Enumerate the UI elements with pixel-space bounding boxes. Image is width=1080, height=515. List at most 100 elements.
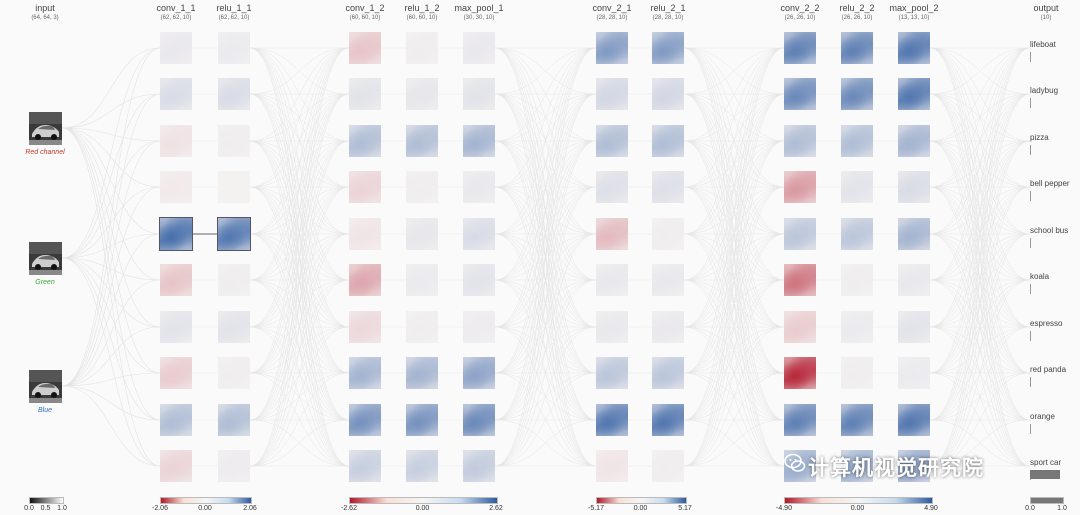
feature-map-tile[interactable] (841, 357, 873, 389)
feature-map-tile[interactable] (652, 450, 684, 482)
feature-map-tile[interactable] (218, 357, 250, 389)
feature-map-tile[interactable] (160, 171, 192, 203)
feature-map-tile[interactable] (596, 450, 628, 482)
feature-map-tile[interactable] (463, 125, 495, 157)
feature-map-tile[interactable] (652, 311, 684, 343)
feature-map-tile[interactable] (841, 171, 873, 203)
output-class-label[interactable]: pizza (1030, 133, 1049, 142)
feature-map-tile[interactable] (406, 264, 438, 296)
feature-map-tile[interactable] (349, 450, 381, 482)
feature-map-tile[interactable] (160, 357, 192, 389)
feature-map-tile[interactable] (406, 311, 438, 343)
feature-map-tile[interactable] (463, 357, 495, 389)
feature-map-tile[interactable] (652, 171, 684, 203)
feature-map-tile[interactable] (463, 78, 495, 110)
feature-map-tile[interactable] (406, 78, 438, 110)
feature-map-tile[interactable] (349, 218, 381, 250)
feature-map-tile[interactable] (784, 125, 816, 157)
feature-map-tile[interactable] (898, 404, 930, 436)
feature-map-tile[interactable] (349, 171, 381, 203)
feature-map-tile[interactable] (349, 311, 381, 343)
feature-map-tile[interactable] (596, 264, 628, 296)
feature-map-tile[interactable] (898, 32, 930, 64)
output-class-label[interactable]: sport car (1030, 458, 1062, 467)
feature-map-tile[interactable] (898, 357, 930, 389)
feature-map-tile[interactable] (898, 78, 930, 110)
input-channel-image[interactable] (29, 242, 62, 275)
feature-map-tile[interactable] (652, 264, 684, 296)
feature-map-tile[interactable] (218, 32, 250, 64)
feature-map-tile[interactable] (160, 404, 192, 436)
feature-map-tile[interactable] (596, 311, 628, 343)
feature-map-tile[interactable] (406, 171, 438, 203)
feature-map-tile[interactable] (652, 125, 684, 157)
feature-map-tile[interactable] (463, 32, 495, 64)
feature-map-tile[interactable] (784, 32, 816, 64)
feature-map-tile[interactable] (160, 264, 192, 296)
feature-map-tile[interactable] (218, 171, 250, 203)
feature-map-tile[interactable] (406, 218, 438, 250)
feature-map-tile[interactable] (596, 171, 628, 203)
input-channel-image[interactable] (29, 370, 62, 403)
feature-map-tile[interactable] (406, 450, 438, 482)
feature-map-tile[interactable] (841, 404, 873, 436)
feature-map-tile[interactable] (218, 450, 250, 482)
feature-map-tile[interactable] (159, 217, 193, 251)
feature-map-tile[interactable] (349, 32, 381, 64)
feature-map-tile[interactable] (898, 450, 930, 482)
feature-map-tile[interactable] (218, 264, 250, 296)
feature-map-tile[interactable] (463, 450, 495, 482)
feature-map-tile[interactable] (406, 404, 438, 436)
feature-map-tile[interactable] (160, 125, 192, 157)
feature-map-tile[interactable] (652, 404, 684, 436)
feature-map-tile[interactable] (898, 171, 930, 203)
feature-map-tile[interactable] (596, 404, 628, 436)
output-class-label[interactable]: espresso (1030, 319, 1063, 328)
output-class-label[interactable]: orange (1030, 412, 1055, 421)
feature-map-tile[interactable] (596, 218, 628, 250)
feature-map-tile[interactable] (652, 218, 684, 250)
feature-map-tile[interactable] (841, 450, 873, 482)
feature-map-tile[interactable] (784, 218, 816, 250)
feature-map-tile[interactable] (652, 357, 684, 389)
feature-map-tile[interactable] (218, 125, 250, 157)
feature-map-tile[interactable] (160, 450, 192, 482)
feature-map-tile[interactable] (463, 404, 495, 436)
feature-map-tile[interactable] (349, 264, 381, 296)
feature-map-tile[interactable] (784, 264, 816, 296)
output-class-label[interactable]: school bus (1030, 226, 1069, 235)
feature-map-tile[interactable] (349, 404, 381, 436)
feature-map-tile[interactable] (463, 311, 495, 343)
feature-map-tile[interactable] (841, 125, 873, 157)
output-class-label[interactable]: red panda (1030, 365, 1067, 374)
feature-map-tile[interactable] (841, 311, 873, 343)
feature-map-tile[interactable] (349, 78, 381, 110)
feature-map-tile[interactable] (841, 264, 873, 296)
feature-map-tile[interactable] (596, 32, 628, 64)
output-class-label[interactable]: koala (1030, 272, 1050, 281)
feature-map-tile[interactable] (349, 125, 381, 157)
feature-map-tile[interactable] (160, 32, 192, 64)
feature-map-tile[interactable] (160, 78, 192, 110)
feature-map-tile[interactable] (596, 78, 628, 110)
feature-map-tile[interactable] (652, 78, 684, 110)
feature-map-tile[interactable] (463, 171, 495, 203)
output-class-label[interactable]: ladybug (1030, 86, 1059, 95)
feature-map-tile[interactable] (898, 311, 930, 343)
feature-map-tile[interactable] (406, 125, 438, 157)
feature-map-tile[interactable] (898, 218, 930, 250)
feature-map-tile[interactable] (841, 78, 873, 110)
feature-map-tile[interactable] (406, 32, 438, 64)
feature-map-tile[interactable] (160, 311, 192, 343)
feature-map-tile[interactable] (217, 217, 251, 251)
input-channel-image[interactable] (29, 112, 62, 145)
feature-map-tile[interactable] (218, 311, 250, 343)
feature-map-tile[interactable] (349, 357, 381, 389)
feature-map-tile[interactable] (652, 32, 684, 64)
feature-map-tile[interactable] (784, 171, 816, 203)
feature-map-tile[interactable] (596, 125, 628, 157)
output-class-label[interactable]: lifeboat (1030, 40, 1056, 49)
feature-map-tile[interactable] (784, 78, 816, 110)
feature-map-tile[interactable] (218, 404, 250, 436)
feature-map-tile[interactable] (841, 218, 873, 250)
